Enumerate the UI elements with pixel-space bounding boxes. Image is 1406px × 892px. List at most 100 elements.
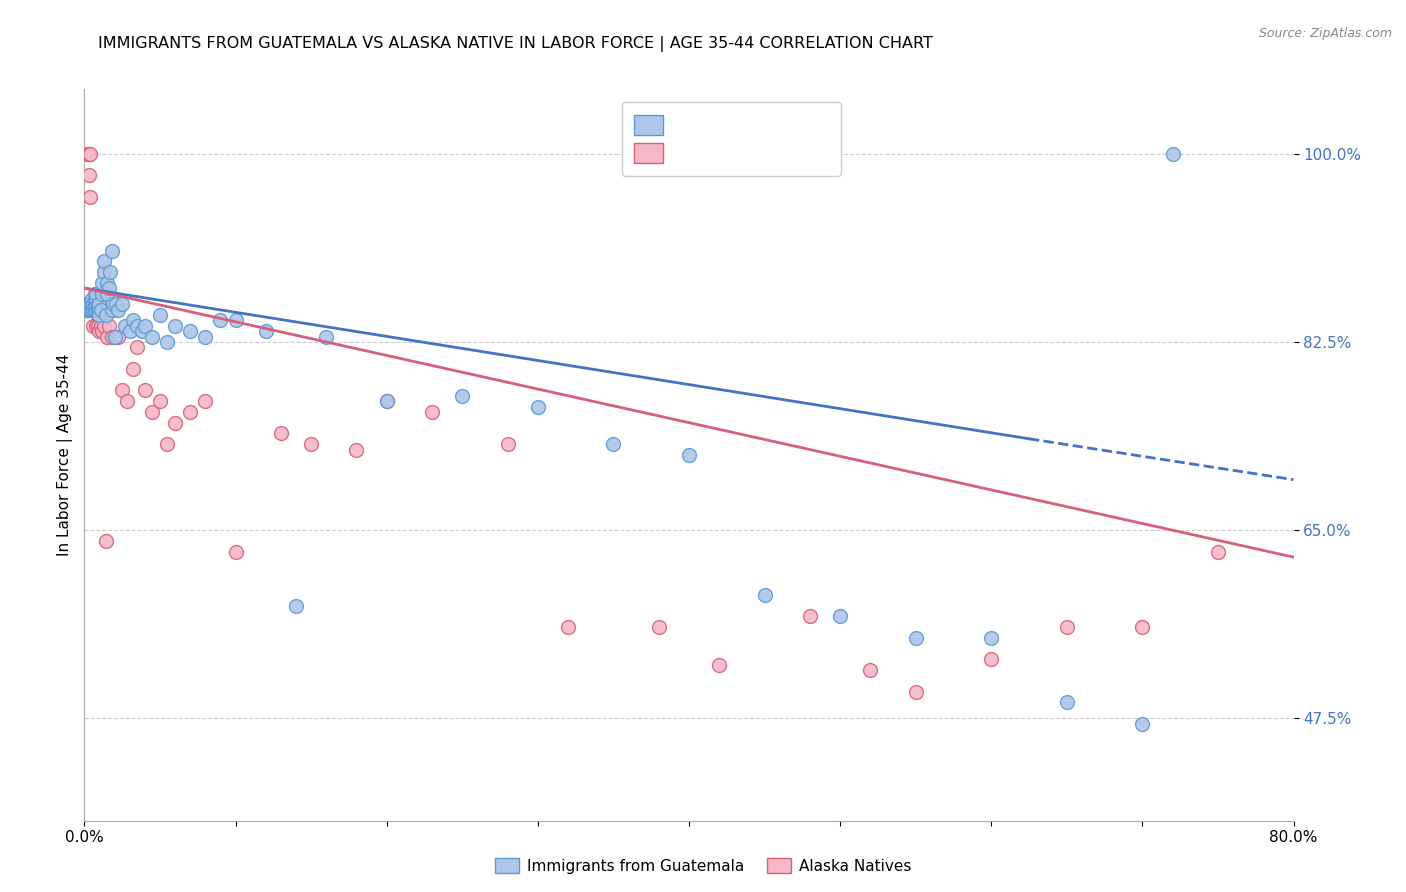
Point: [80, 302, 103, 317]
Point: [91, 324, 114, 338]
Point: [75, 302, 97, 317]
Point: [86, 318, 108, 333]
Point: [557, 620, 579, 634]
Point: [82, 297, 104, 311]
Point: [89, 324, 111, 338]
Point: [76, 302, 98, 317]
Y-axis label: In Labor Force | Age 35-44: In Labor Force | Age 35-44: [58, 354, 73, 556]
Point: [94, 308, 117, 322]
Point: [980, 652, 1002, 666]
Point: [904, 684, 927, 698]
Point: [111, 297, 134, 311]
Point: [179, 324, 201, 338]
Point: [299, 437, 322, 451]
Point: [79, 302, 101, 317]
Point: [86, 286, 108, 301]
Point: [87, 302, 110, 317]
Point: [90, 318, 112, 333]
Point: [80, 297, 103, 311]
Point: [87, 318, 110, 333]
Point: [77, 168, 100, 182]
Point: [799, 609, 821, 624]
Point: [79, 146, 101, 161]
Point: [131, 324, 153, 338]
Point: [93, 318, 115, 333]
Point: [111, 384, 134, 398]
Point: [90, 302, 112, 317]
Point: [156, 437, 179, 451]
Point: [285, 599, 308, 613]
Point: [165, 318, 187, 333]
Point: [77, 302, 100, 317]
Point: [89, 302, 111, 317]
Point: [98, 265, 121, 279]
Point: [1056, 695, 1078, 709]
Point: [114, 318, 136, 333]
Text: -0.152: -0.152: [668, 112, 733, 130]
Point: [107, 302, 129, 317]
Point: [375, 394, 398, 409]
Point: [165, 416, 187, 430]
Point: [86, 297, 108, 311]
Point: [1206, 545, 1229, 559]
Text: N =: N =: [728, 151, 780, 169]
Point: [496, 437, 519, 451]
Point: [80, 297, 103, 311]
Point: [225, 545, 247, 559]
Point: [97, 281, 120, 295]
Point: [96, 286, 118, 301]
Point: [82, 318, 104, 333]
Point: [76, 297, 98, 311]
Point: [94, 533, 117, 548]
Point: [156, 334, 179, 349]
Point: [97, 318, 120, 333]
Point: [75, 302, 97, 317]
Point: [82, 302, 104, 317]
Point: [451, 389, 474, 403]
Point: [91, 286, 114, 301]
Point: [1056, 620, 1078, 634]
Point: [91, 276, 114, 290]
Point: [84, 292, 107, 306]
Point: [904, 631, 927, 645]
Point: [315, 329, 337, 343]
Text: IMMIGRANTS FROM GUATEMALA VS ALASKA NATIVE IN LABOR FORCE | AGE 35-44 CORRELATIO: IMMIGRANTS FROM GUATEMALA VS ALASKA NATI…: [98, 36, 934, 52]
Point: [80, 302, 103, 317]
Point: [93, 265, 115, 279]
Point: [602, 437, 624, 451]
Point: [134, 318, 156, 333]
Point: [96, 276, 118, 290]
Point: [375, 394, 398, 409]
Point: [104, 329, 127, 343]
Point: [84, 302, 107, 317]
Point: [80, 292, 103, 306]
Text: R =: R =: [634, 112, 673, 130]
Point: [86, 302, 108, 317]
Point: [79, 297, 101, 311]
Point: [709, 657, 731, 672]
Point: [87, 297, 110, 311]
Point: [1161, 146, 1184, 161]
Point: [121, 313, 143, 327]
Point: [179, 405, 201, 419]
Point: [100, 329, 122, 343]
Point: [127, 318, 149, 333]
Text: 70: 70: [768, 112, 793, 130]
Point: [100, 244, 122, 258]
Text: -0.233: -0.233: [668, 151, 733, 169]
Point: [107, 329, 129, 343]
Point: [648, 620, 671, 634]
Point: [96, 329, 118, 343]
Point: [859, 663, 882, 677]
Point: [100, 302, 122, 317]
Point: [270, 426, 292, 441]
Point: [89, 297, 111, 311]
Point: [149, 394, 172, 409]
Point: [980, 631, 1002, 645]
Point: [254, 324, 277, 338]
Point: [84, 297, 107, 311]
Point: [830, 609, 852, 624]
Point: [118, 324, 141, 338]
Point: [346, 442, 368, 457]
Point: [89, 308, 111, 322]
